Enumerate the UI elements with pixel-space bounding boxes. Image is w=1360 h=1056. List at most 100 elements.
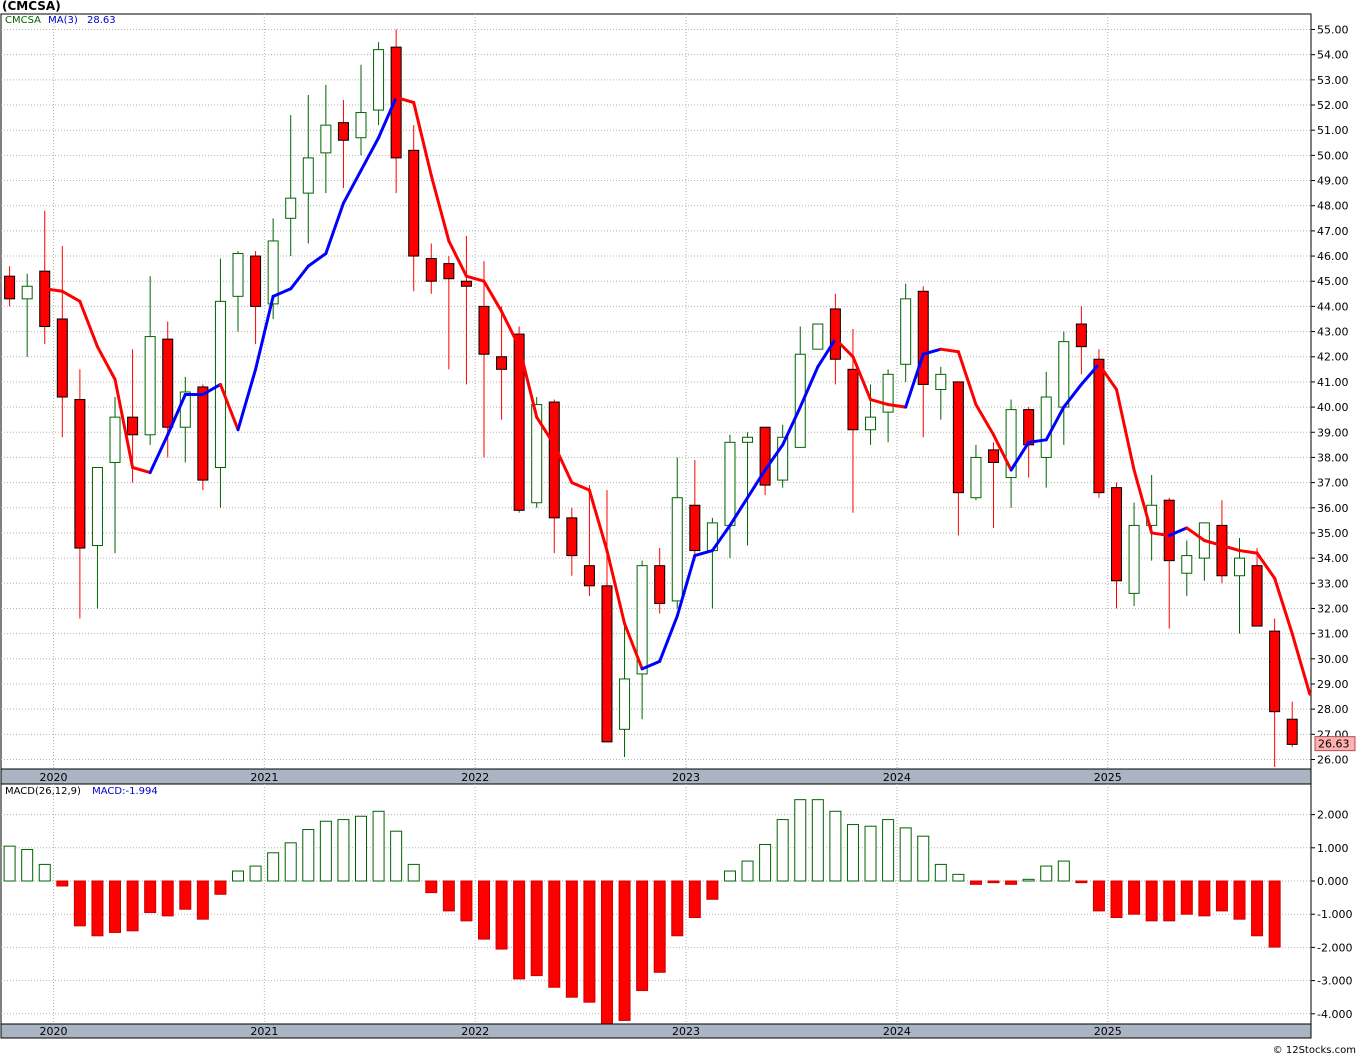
macd-tick-label: 1.000: [1317, 842, 1349, 855]
macd-bar: [811, 799, 824, 882]
macd-bar: [337, 819, 350, 882]
price-tick-label: 36.00: [1317, 502, 1349, 515]
ma-segment: [605, 549, 627, 626]
macd-bar: [969, 880, 982, 885]
macd-tick-label: -4.000: [1317, 1008, 1352, 1021]
macd-bar: [355, 815, 367, 882]
last-price-box: [1314, 736, 1356, 752]
ma-segment: [886, 403, 908, 409]
macd-tick-label: -1.000: [1317, 908, 1352, 921]
ma-segment: [1150, 531, 1171, 537]
ma-segment: [271, 287, 293, 298]
candle-body: [917, 290, 929, 385]
ma-segment: [851, 355, 873, 402]
candle-body: [513, 333, 525, 511]
macd-bar: [600, 880, 613, 1025]
macd-panel: 2.000 1.000 0.000 -1.000 -2.000 -3.000 -4.000 2…: [0, 783, 1352, 1039]
candle-body: [794, 353, 806, 448]
macd-bar: [407, 863, 420, 882]
macd-year-label: 2023: [672, 1025, 700, 1038]
ma-segment: [148, 433, 170, 475]
macd-bar: [1163, 880, 1176, 922]
year-label: 2022: [461, 771, 489, 784]
macd-bar: [284, 842, 297, 882]
candle-body: [109, 416, 121, 463]
macd-bar: [776, 819, 789, 882]
ma-segment: [482, 279, 504, 313]
macd-bar: [144, 880, 157, 914]
macd-year-band: [0, 1023, 1312, 1039]
candle-body: [619, 678, 631, 730]
price-tick-label: 55.00: [1317, 24, 1349, 37]
macd-bar: [267, 852, 280, 882]
candle-body: [882, 373, 894, 413]
ma-segment: [131, 466, 152, 475]
macd-bar: [109, 880, 122, 933]
ma-segment: [623, 622, 644, 671]
ma-segment: [710, 523, 732, 553]
ma-segment: [1185, 526, 1206, 542]
legend-ma-value: 28.63: [86, 15, 116, 26]
candle-body: [548, 401, 560, 519]
price-tick-label: 49.00: [1317, 175, 1349, 188]
macd-bar: [899, 827, 912, 882]
ma-segment: [675, 554, 697, 618]
macd-bar: [636, 880, 649, 992]
price-tick-label: 52.00: [1317, 99, 1349, 112]
price-tick-label: 40.00: [1317, 401, 1349, 414]
candle-body: [320, 124, 332, 154]
ma-segment: [394, 95, 416, 104]
candle-body: [935, 373, 947, 390]
year-label: 2025: [1094, 771, 1122, 784]
ma-segment: [587, 488, 609, 553]
price-tick-label: 28.00: [1317, 703, 1349, 716]
price-tick-label: 26.00: [1317, 754, 1349, 767]
candle-body: [1251, 565, 1263, 627]
price-tick-label: 41.00: [1317, 376, 1349, 389]
price-legend: CMCSA MA(3) 28.63: [5, 15, 116, 26]
macd-bar: [1268, 880, 1281, 948]
macd-bar: [495, 880, 508, 950]
ma-segment: [95, 345, 117, 381]
ma-segment: [956, 350, 978, 407]
macd-bar: [179, 880, 192, 910]
candle-body: [460, 280, 472, 287]
candle-body: [777, 436, 789, 481]
chart-title: (CMCSA): [2, 0, 61, 13]
ma-segment: [728, 496, 750, 527]
price-panel: 26.0027.0028.0029.0030.0031.0032.0033.00…: [0, 13, 1356, 785]
year-label: 2021: [250, 771, 278, 784]
candle-body: [1163, 499, 1175, 562]
macd-bar: [1092, 880, 1105, 912]
macd-bar: [1251, 880, 1264, 937]
ma-segment: [693, 549, 714, 558]
ma-segment: [939, 347, 960, 354]
price-tick-label: 35.00: [1317, 527, 1349, 540]
ma-segment: [306, 252, 328, 268]
macd-bar: [1075, 880, 1088, 884]
ma-segment: [43, 287, 64, 293]
ma-segment: [517, 345, 539, 419]
price-tick-label: 44.00: [1317, 300, 1349, 313]
macd-bar: [196, 880, 209, 920]
ma-segment: [921, 347, 943, 356]
candle-body: [408, 149, 420, 257]
macd-year-label: 2020: [40, 1025, 68, 1038]
macd-bar: [390, 830, 403, 882]
price-tick-label: 32.00: [1317, 602, 1349, 615]
candle-body: [21, 285, 33, 300]
year-label: 2023: [672, 771, 700, 784]
macd-bar: [302, 829, 315, 882]
macd-bar: [548, 880, 561, 988]
ma-segment: [763, 443, 785, 472]
ma-segment: [359, 136, 381, 172]
macd-bar: [91, 880, 104, 937]
macd-year-label: 2025: [1094, 1025, 1122, 1038]
macd-year-label: 2021: [250, 1025, 278, 1038]
ma-segment: [1097, 362, 1119, 391]
candle-body: [988, 449, 1000, 463]
candle-body: [601, 585, 613, 743]
ma-segment: [500, 309, 521, 349]
ma-segment: [904, 352, 925, 409]
